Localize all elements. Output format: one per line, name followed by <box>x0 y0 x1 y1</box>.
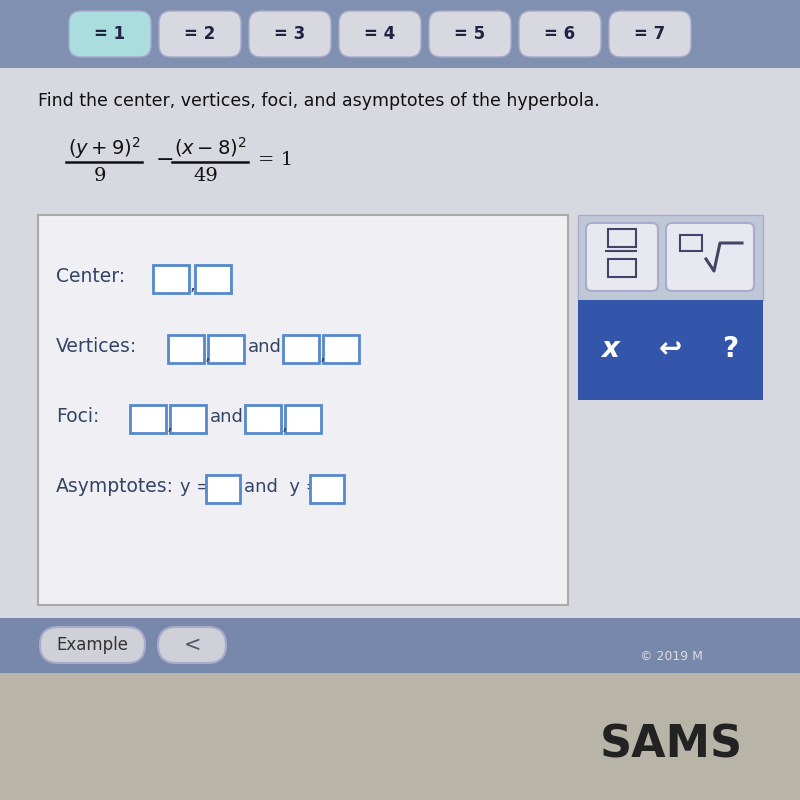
FancyBboxPatch shape <box>609 11 691 57</box>
Bar <box>680 235 702 251</box>
Text: = 5: = 5 <box>454 25 486 43</box>
Text: = 1: = 1 <box>258 151 293 169</box>
Text: = 7: = 7 <box>634 25 666 43</box>
Bar <box>245 405 281 433</box>
Text: Example: Example <box>56 636 128 654</box>
Text: 49: 49 <box>194 167 218 185</box>
Bar <box>283 335 319 363</box>
Text: Center:: Center: <box>56 266 125 286</box>
Text: ↩: ↩ <box>658 335 682 363</box>
FancyBboxPatch shape <box>666 223 754 291</box>
Text: ,: , <box>282 416 288 434</box>
Text: y =: y = <box>180 478 211 496</box>
Text: Asymptotes:: Asymptotes: <box>56 477 174 495</box>
Text: <: < <box>183 635 201 655</box>
FancyBboxPatch shape <box>158 627 226 663</box>
Text: © 2019 M: © 2019 M <box>640 650 703 662</box>
FancyBboxPatch shape <box>429 11 511 57</box>
Text: x: x <box>601 335 619 363</box>
FancyBboxPatch shape <box>40 627 145 663</box>
Text: = 1: = 1 <box>94 25 126 43</box>
Text: Vertices:: Vertices: <box>56 337 138 355</box>
Text: Find the center, vertices, foci, and asymptotes of the hyperbola.: Find the center, vertices, foci, and asy… <box>38 92 600 110</box>
Bar <box>206 475 240 503</box>
Bar <box>170 405 206 433</box>
FancyBboxPatch shape <box>249 11 331 57</box>
FancyBboxPatch shape <box>586 223 658 291</box>
Text: ?: ? <box>722 335 738 363</box>
Text: $(y+9)^2$: $(y+9)^2$ <box>68 135 141 161</box>
Text: ,: , <box>190 276 196 294</box>
Bar <box>0 0 800 68</box>
Text: $(x-8)^2$: $(x-8)^2$ <box>174 135 246 159</box>
Bar <box>168 335 204 363</box>
FancyBboxPatch shape <box>642 307 698 391</box>
Text: Foci:: Foci: <box>56 406 99 426</box>
Bar <box>195 265 231 293</box>
Bar <box>208 335 244 363</box>
Text: and  y =: and y = <box>244 478 321 496</box>
Bar <box>608 259 636 277</box>
Text: = 2: = 2 <box>184 25 216 43</box>
Text: = 4: = 4 <box>364 25 396 43</box>
Text: and: and <box>248 338 282 356</box>
Text: ,: , <box>320 346 326 364</box>
Text: = 3: = 3 <box>274 25 306 43</box>
Bar <box>310 475 344 503</box>
Bar <box>578 215 763 300</box>
Bar <box>0 673 800 800</box>
Text: ,: , <box>167 416 173 434</box>
Bar <box>130 405 166 433</box>
Bar <box>285 405 321 433</box>
Text: 9: 9 <box>94 167 106 185</box>
Text: = 6: = 6 <box>545 25 575 43</box>
Bar <box>153 265 189 293</box>
Bar <box>38 215 568 605</box>
Bar <box>608 229 636 247</box>
FancyBboxPatch shape <box>339 11 421 57</box>
Bar <box>323 335 359 363</box>
FancyBboxPatch shape <box>159 11 241 57</box>
FancyBboxPatch shape <box>519 11 601 57</box>
FancyBboxPatch shape <box>582 307 638 391</box>
Text: −: − <box>156 150 174 170</box>
Text: SAMS: SAMS <box>600 723 743 766</box>
Text: ,: , <box>205 346 210 364</box>
Bar <box>0 618 800 673</box>
Text: and: and <box>210 408 244 426</box>
FancyBboxPatch shape <box>69 11 151 57</box>
FancyBboxPatch shape <box>702 307 758 391</box>
Bar <box>578 300 763 400</box>
